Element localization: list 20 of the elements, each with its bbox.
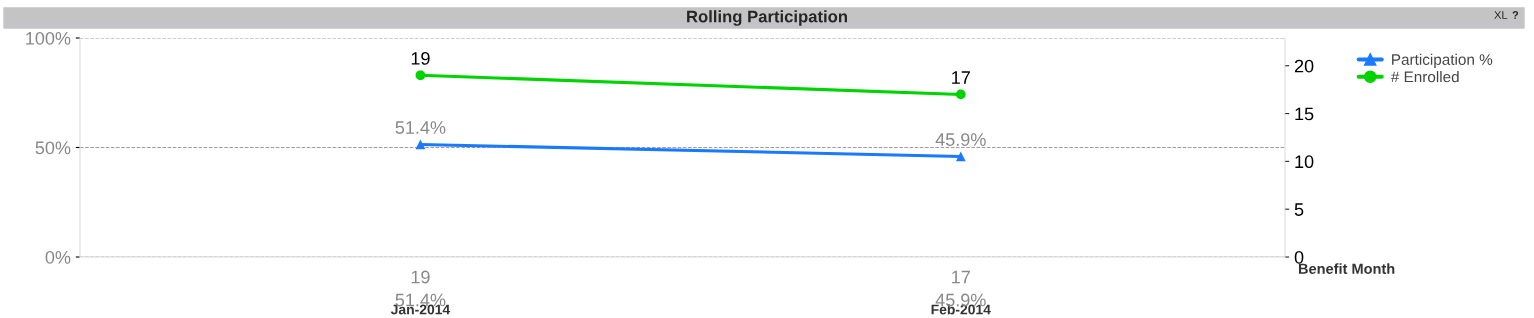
y-tick-label: 100% bbox=[26, 31, 71, 45]
y2-tick-label: 15 bbox=[1295, 107, 1314, 121]
text: 17 bbox=[952, 71, 970, 84]
text: 45.9% bbox=[935, 133, 986, 146]
text: 51.4% bbox=[395, 121, 446, 134]
data-label: 17 bbox=[952, 270, 970, 284]
y2-tick-label: 5 bbox=[1294, 203, 1304, 216]
text: 19 bbox=[411, 52, 430, 65]
y2-tick-label: 0 bbox=[1294, 250, 1304, 264]
legend-label: Participation % bbox=[1392, 53, 1493, 68]
text: ? bbox=[1512, 11, 1519, 19]
y2-tick-label: 10 bbox=[1295, 155, 1314, 169]
legend-label: # Enrolled bbox=[1390, 71, 1459, 83]
chart-title: Rolling Participation bbox=[687, 10, 847, 26]
data-label: 19 bbox=[411, 270, 430, 284]
y-tick-label: 0% bbox=[45, 250, 71, 264]
y-tick-label: 50% bbox=[35, 141, 71, 155]
x-axis-title: Benefit Month bbox=[1298, 263, 1395, 274]
text: XL bbox=[1494, 11, 1508, 19]
y2-tick-label: 20 bbox=[1294, 59, 1314, 73]
